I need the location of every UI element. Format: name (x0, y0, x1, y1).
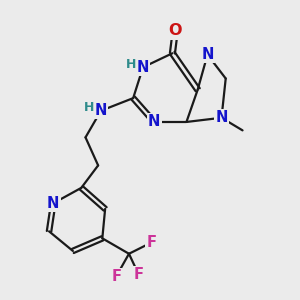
Text: N: N (215, 110, 228, 125)
Text: F: F (111, 269, 121, 284)
Text: H: H (84, 101, 94, 114)
Text: N: N (148, 115, 161, 130)
Text: F: F (146, 235, 156, 250)
Text: O: O (169, 23, 182, 38)
Text: N: N (95, 103, 107, 118)
Text: F: F (134, 267, 144, 282)
Text: H: H (126, 58, 136, 71)
Text: N: N (201, 47, 214, 62)
Text: N: N (137, 60, 149, 75)
Text: N: N (47, 196, 59, 211)
